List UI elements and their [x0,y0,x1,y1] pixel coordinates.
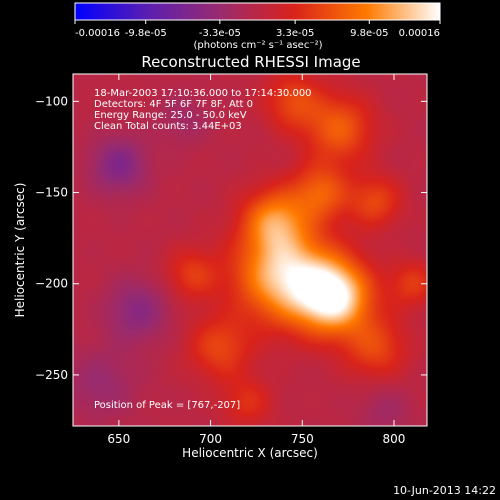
colorbar-tick-label: 9.8e-05 [350,28,388,39]
y-tick-label: −150 [35,186,68,200]
y-tick-label: −250 [35,368,68,382]
x-tick-label: 700 [199,432,222,446]
annotation-block: 18-Mar-2003 17:10:36.000 to 17:14:30.000… [94,88,312,132]
annotation-line: Detectors: 4F 5F 6F 7F 8F, Att 0 [94,99,253,110]
x-tick-label: 750 [291,432,314,446]
annotation-line: Energy Range: 25.0 - 50.0 keV [94,110,247,121]
colorbar-tick-label: -9.8e-05 [125,28,167,39]
y-tick-label: −100 [35,94,68,108]
y-axis-label: Heliocentric Y (arcsec) [13,183,27,318]
heatmap-image [73,74,427,426]
peak-position-label: Position of Peak = [767,-207] [94,400,240,411]
y-tick-label: −200 [35,277,68,291]
footer-timestamp: 10-Jun-2013 14:22 [393,484,496,497]
chart-title: Reconstructed RHESSI Image [141,53,360,71]
x-axis-label: Heliocentric X (arcsec) [182,446,318,460]
colorbar-ticks: -0.00016 -9.8e-05 -3.3e-05 3.3e-05 9.8e-05 0.… [74,20,441,39]
colorbar-tick-label: 0.00016 [399,28,440,39]
plot-frame [72,73,428,427]
x-tick-label: 650 [107,432,130,446]
axis-ticks: 650 700 750 800 −100 −150 −200 −250 [35,74,427,446]
x-tick-label: 800 [383,432,406,446]
colorbar-tick-label: -3.3e-05 [199,28,241,39]
colorbar-unit-label: (photons cm⁻² s⁻¹ asec⁻²) [193,40,322,51]
annotation-line: 18-Mar-2003 17:10:36.000 to 17:14:30.000 [94,88,312,99]
colorbar-tick-label: -0.00016 [75,28,120,39]
annotation-line: Clean Total counts: 3.44E+03 [94,121,242,132]
colorbar [74,2,441,21]
colorbar-tick-label: 3.3e-05 [276,28,314,39]
